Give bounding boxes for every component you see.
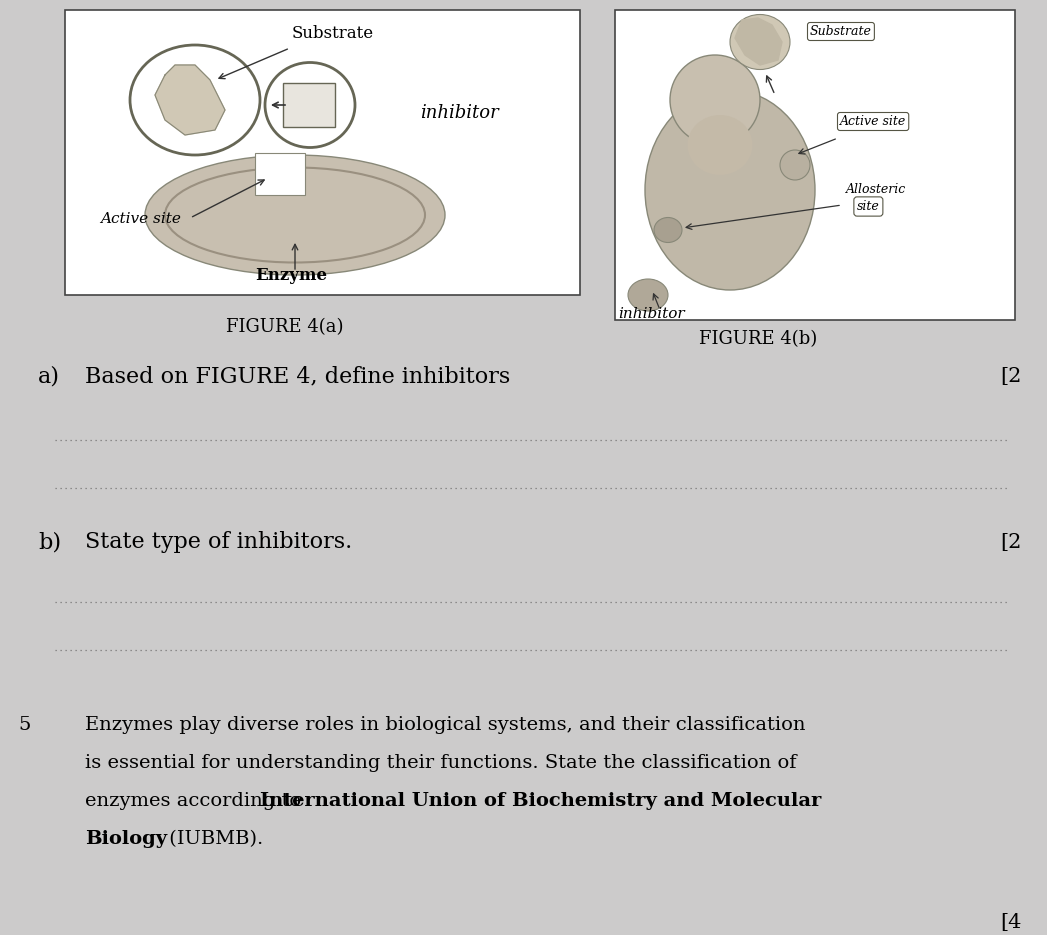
Ellipse shape	[780, 150, 810, 180]
FancyBboxPatch shape	[283, 83, 335, 127]
Ellipse shape	[730, 15, 790, 69]
Ellipse shape	[688, 115, 753, 175]
Ellipse shape	[670, 55, 760, 145]
Text: Enzymes play diverse roles in biological systems, and their classification: Enzymes play diverse roles in biological…	[85, 716, 805, 734]
Polygon shape	[735, 18, 782, 65]
Text: Substrate: Substrate	[810, 25, 872, 38]
Text: FIGURE 4(a): FIGURE 4(a)	[226, 318, 343, 336]
Ellipse shape	[654, 218, 682, 242]
Text: Active site: Active site	[840, 115, 907, 128]
FancyBboxPatch shape	[65, 10, 580, 295]
Text: Enzyme: Enzyme	[255, 267, 327, 284]
Text: FIGURE 4(b): FIGURE 4(b)	[699, 330, 817, 348]
Ellipse shape	[628, 279, 668, 311]
Text: (IUBMB).: (IUBMB).	[163, 830, 263, 848]
Text: [2: [2	[1001, 533, 1022, 552]
Text: [2: [2	[1001, 367, 1022, 386]
Text: International Union of Biochemistry and Molecular: International Union of Biochemistry and …	[260, 792, 822, 810]
Text: b): b)	[38, 531, 61, 553]
Text: enzymes according to: enzymes according to	[85, 792, 308, 810]
FancyBboxPatch shape	[615, 10, 1015, 320]
Text: inhibitor: inhibitor	[420, 104, 498, 122]
Text: Active site: Active site	[101, 212, 181, 226]
Text: Substrate: Substrate	[292, 25, 374, 42]
Polygon shape	[155, 65, 225, 135]
Text: a): a)	[38, 365, 60, 387]
Text: site: site	[857, 200, 879, 213]
Text: [4: [4	[1001, 913, 1022, 932]
Ellipse shape	[144, 155, 445, 275]
FancyBboxPatch shape	[255, 153, 305, 195]
Text: Biology: Biology	[85, 830, 168, 848]
Text: Based on FIGURE 4, define inhibitors: Based on FIGURE 4, define inhibitors	[85, 365, 510, 387]
Text: State type of inhibitors.: State type of inhibitors.	[85, 531, 352, 553]
Text: Allosteric: Allosteric	[846, 183, 907, 196]
Ellipse shape	[645, 90, 815, 290]
Text: inhibitor: inhibitor	[618, 307, 685, 321]
Text: 5: 5	[18, 716, 30, 734]
Text: is essential for understanding their functions. State the classification of: is essential for understanding their fun…	[85, 754, 797, 772]
